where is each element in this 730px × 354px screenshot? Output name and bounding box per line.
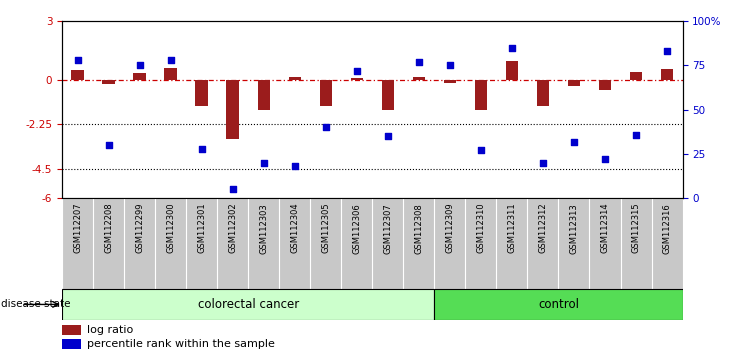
Text: GSM112309: GSM112309 (445, 203, 454, 253)
Text: GSM112313: GSM112313 (569, 203, 578, 253)
Point (351, 68, 363, 74)
Point (599, 156, 611, 162)
Point (568, 139, 580, 144)
Point (320, 125, 331, 130)
Point (72, 57, 83, 63)
Bar (62, 339, 81, 349)
Point (103, 142, 115, 148)
Bar (164, 68, 177, 80)
Point (630, 132, 642, 137)
Text: disease state: disease state (1, 299, 70, 309)
Text: GSM112304: GSM112304 (291, 203, 299, 253)
Text: GSM112305: GSM112305 (321, 203, 330, 253)
Bar (537, 80, 549, 106)
Text: GSM112207: GSM112207 (73, 203, 82, 253)
Text: GSM112302: GSM112302 (228, 203, 237, 253)
Point (196, 146, 207, 152)
Bar (102, 80, 115, 84)
Text: control: control (538, 298, 579, 311)
Point (661, 48, 673, 54)
Text: GSM112312: GSM112312 (539, 203, 548, 253)
Bar (226, 80, 239, 139)
Point (413, 59, 425, 65)
Point (227, 187, 239, 192)
Bar (434, 289, 683, 320)
Text: GSM112311: GSM112311 (507, 203, 516, 253)
Bar (288, 77, 301, 80)
Bar (62, 325, 81, 335)
Point (289, 164, 301, 169)
Bar (630, 72, 642, 80)
Bar (72, 70, 84, 80)
Point (537, 160, 549, 166)
Point (258, 160, 269, 166)
Text: GSM112307: GSM112307 (383, 203, 392, 253)
Bar (196, 80, 208, 106)
Point (475, 148, 487, 153)
Text: log ratio: log ratio (87, 325, 133, 335)
Bar (258, 80, 270, 110)
Bar (506, 61, 518, 80)
Text: GSM112308: GSM112308 (415, 203, 423, 253)
Bar (350, 78, 363, 80)
Text: GSM112314: GSM112314 (601, 203, 610, 253)
Point (506, 45, 518, 51)
Text: GSM112316: GSM112316 (663, 203, 672, 253)
Bar (568, 80, 580, 86)
Text: GSM112310: GSM112310 (477, 203, 485, 253)
Point (134, 63, 145, 68)
Bar (62, 289, 434, 320)
Bar (661, 69, 673, 80)
Bar (412, 77, 425, 80)
Bar (444, 80, 456, 83)
Text: GSM112208: GSM112208 (104, 203, 113, 253)
Point (165, 57, 177, 63)
Text: colorectal cancer: colorectal cancer (198, 298, 299, 311)
Text: GSM112315: GSM112315 (631, 203, 640, 253)
Bar (320, 80, 332, 106)
Text: GSM112299: GSM112299 (135, 203, 144, 253)
Bar (134, 73, 146, 80)
Text: GSM112301: GSM112301 (197, 203, 206, 253)
Text: GSM112303: GSM112303 (259, 203, 268, 253)
Point (444, 63, 456, 68)
Point (382, 133, 393, 139)
Bar (599, 80, 611, 90)
Text: GSM112300: GSM112300 (166, 203, 175, 253)
Bar (474, 80, 487, 110)
Text: GSM112306: GSM112306 (353, 203, 361, 253)
Text: percentile rank within the sample: percentile rank within the sample (87, 339, 274, 349)
Bar (382, 80, 394, 110)
